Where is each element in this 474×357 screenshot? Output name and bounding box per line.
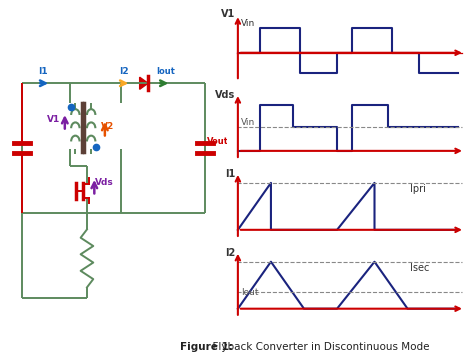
Text: Vout: Vout (207, 137, 229, 146)
Text: Figure 1:: Figure 1: (180, 342, 233, 352)
Text: Iout: Iout (241, 288, 259, 297)
Text: V2: V2 (100, 122, 114, 131)
Text: V1: V1 (47, 115, 60, 124)
Text: Vin: Vin (241, 20, 255, 29)
Text: I1: I1 (226, 170, 236, 180)
Text: Vds: Vds (95, 178, 114, 187)
Text: Isec: Isec (410, 263, 429, 273)
Text: I2: I2 (119, 67, 129, 76)
Text: I1: I1 (38, 67, 48, 76)
Text: I2: I2 (226, 248, 236, 258)
Text: Flyback Converter in Discontinuous Mode: Flyback Converter in Discontinuous Mode (180, 342, 429, 352)
Text: Vin: Vin (241, 117, 255, 127)
Text: Vds: Vds (215, 90, 236, 100)
Text: V1: V1 (221, 9, 236, 19)
Polygon shape (140, 77, 148, 89)
Text: Iout: Iout (156, 67, 175, 76)
Text: Ipri: Ipri (410, 184, 426, 194)
